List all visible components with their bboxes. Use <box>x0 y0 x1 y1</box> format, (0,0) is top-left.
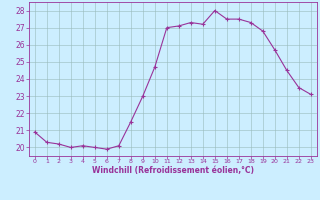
X-axis label: Windchill (Refroidissement éolien,°C): Windchill (Refroidissement éolien,°C) <box>92 166 254 175</box>
